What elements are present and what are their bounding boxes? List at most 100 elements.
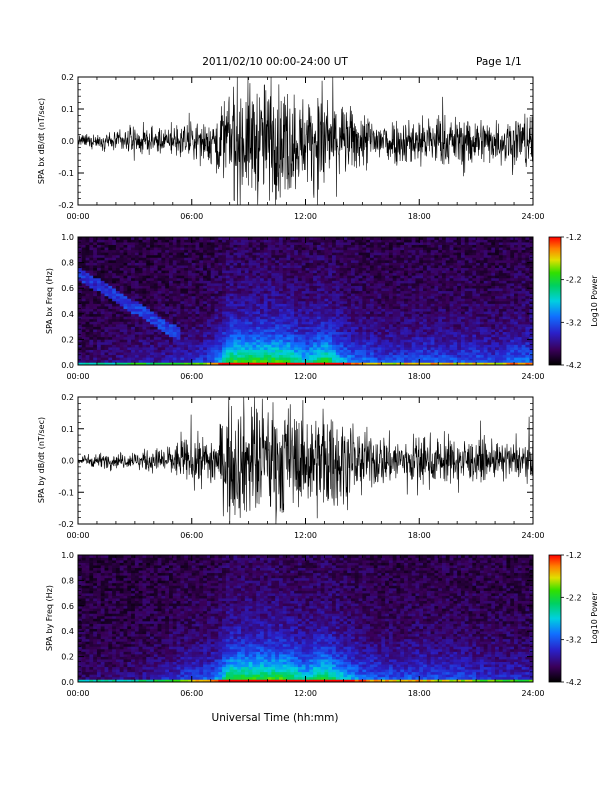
spectrogram-cell bbox=[134, 308, 139, 312]
spectrogram-cell bbox=[354, 254, 359, 258]
spectrogram-cell bbox=[199, 249, 204, 253]
spectrogram-cell bbox=[377, 301, 382, 304]
spectrogram-cell bbox=[426, 247, 431, 251]
spectrogram-cell bbox=[385, 262, 390, 266]
spectrogram-cell bbox=[112, 252, 117, 256]
spectrogram-cell bbox=[301, 252, 306, 256]
spectrogram-cell bbox=[290, 298, 295, 302]
spectrogram-cell bbox=[225, 316, 230, 320]
spectrogram-cell bbox=[123, 329, 128, 333]
spectrogram-cell bbox=[85, 321, 90, 325]
spectrogram-cell bbox=[93, 265, 98, 269]
spectrogram-cell bbox=[229, 359, 234, 363]
spectrogram-cell bbox=[369, 303, 375, 307]
spectrogram-cell bbox=[309, 275, 314, 279]
spectrogram-cell bbox=[339, 298, 344, 302]
spectrogram-cell bbox=[351, 249, 356, 253]
spectrogram-cell bbox=[210, 249, 215, 253]
spectrogram-cell bbox=[438, 288, 443, 292]
spectrogram-cell bbox=[241, 285, 246, 289]
spectrogram-cell bbox=[271, 290, 276, 294]
spectrogram-cell bbox=[385, 357, 390, 361]
spectrogram-cell bbox=[332, 341, 337, 345]
spectrogram-cell bbox=[142, 318, 147, 322]
spectrogram-cell bbox=[305, 280, 310, 284]
spectrogram-cell bbox=[400, 334, 405, 338]
spectrogram-cell bbox=[89, 277, 94, 281]
spectrogram-cell bbox=[256, 252, 261, 256]
spectrogram-cell bbox=[229, 311, 234, 315]
spectrogram-cell bbox=[415, 260, 420, 263]
spectrogram-cell bbox=[237, 290, 242, 294]
spectrogram-cell bbox=[210, 242, 215, 245]
spectrogram-cell bbox=[115, 308, 121, 312]
spectrogram-cell bbox=[324, 329, 329, 333]
spectrogram-cell bbox=[324, 354, 329, 358]
spectrogram-cell bbox=[153, 295, 158, 299]
spectrogram-cell bbox=[229, 324, 234, 327]
spectrogram-cell bbox=[161, 290, 166, 294]
spectrogram-cell bbox=[127, 347, 132, 350]
spectrogram-cell bbox=[335, 318, 340, 322]
spectrogram-cell bbox=[347, 277, 352, 281]
spectrogram-cell bbox=[237, 334, 242, 338]
spectrogram-cell bbox=[294, 306, 299, 309]
spectrogram-cell bbox=[199, 283, 204, 286]
spectrogram-cell bbox=[411, 293, 416, 297]
spectrogram-cell bbox=[169, 301, 174, 304]
spectrogram-cell bbox=[146, 326, 151, 330]
spectrogram-cell bbox=[115, 252, 121, 256]
spectrogram-cell bbox=[199, 247, 204, 251]
spectrogram-cell bbox=[438, 290, 443, 294]
spectrogram-cell bbox=[426, 270, 431, 274]
spectrogram-cell bbox=[195, 341, 200, 345]
spectrogram-cell bbox=[153, 306, 158, 309]
spectrogram-cell bbox=[366, 313, 371, 317]
spectrogram-cell bbox=[93, 357, 98, 361]
spectrogram-cell bbox=[180, 344, 185, 348]
spectrogram-cell bbox=[93, 336, 98, 340]
spectrogram-cell bbox=[157, 270, 162, 274]
spectrogram-cell bbox=[134, 316, 139, 320]
spectrogram-cell bbox=[241, 347, 246, 350]
spectrogram-cell bbox=[328, 242, 333, 245]
spectrogram-cell bbox=[191, 316, 196, 320]
spectrogram-cell bbox=[286, 290, 291, 294]
spectrogram-cell bbox=[430, 293, 435, 297]
spectrogram-cell bbox=[127, 329, 132, 333]
spectrogram-cell bbox=[248, 293, 253, 297]
spectrogram-cell bbox=[290, 239, 295, 243]
spectrogram-cell bbox=[104, 359, 109, 363]
spectrogram-cell bbox=[241, 326, 246, 330]
spectrogram-cell bbox=[195, 239, 200, 243]
spectrogram-cell bbox=[286, 336, 291, 340]
spectrogram-cell bbox=[335, 321, 340, 325]
spectrogram-cell bbox=[172, 354, 177, 358]
spectrogram-cell bbox=[119, 336, 124, 340]
spectrogram-cell bbox=[343, 295, 348, 299]
spectrogram-cell bbox=[430, 308, 435, 312]
spectrogram-cell bbox=[119, 324, 124, 327]
spectrogram-cell bbox=[328, 349, 333, 353]
spectrogram-cell bbox=[191, 303, 196, 307]
spectrogram-cell bbox=[199, 313, 204, 317]
spectrogram-cell bbox=[93, 324, 98, 327]
spectrogram-cell bbox=[271, 237, 276, 240]
spectrogram-cell bbox=[233, 265, 238, 269]
spectrogram-cell bbox=[388, 272, 394, 276]
spectrogram-cell bbox=[419, 242, 424, 245]
spectrogram-cell bbox=[195, 306, 200, 309]
spectrogram-cell bbox=[131, 244, 136, 248]
spectrogram-cell bbox=[263, 285, 268, 289]
spectrogram-cell bbox=[127, 277, 132, 281]
spectrogram-cell bbox=[275, 237, 280, 240]
spectrogram-cell bbox=[392, 283, 397, 286]
spectrogram-cell bbox=[195, 277, 200, 281]
spectrogram-cell bbox=[115, 293, 121, 297]
spectrogram-cell bbox=[419, 347, 424, 350]
spectrogram-cell bbox=[218, 247, 223, 251]
spectrogram-cell bbox=[426, 275, 431, 279]
spectrogram-cell bbox=[180, 301, 185, 304]
spectrogram-cell bbox=[305, 339, 310, 343]
spectrogram-cell bbox=[112, 283, 117, 286]
